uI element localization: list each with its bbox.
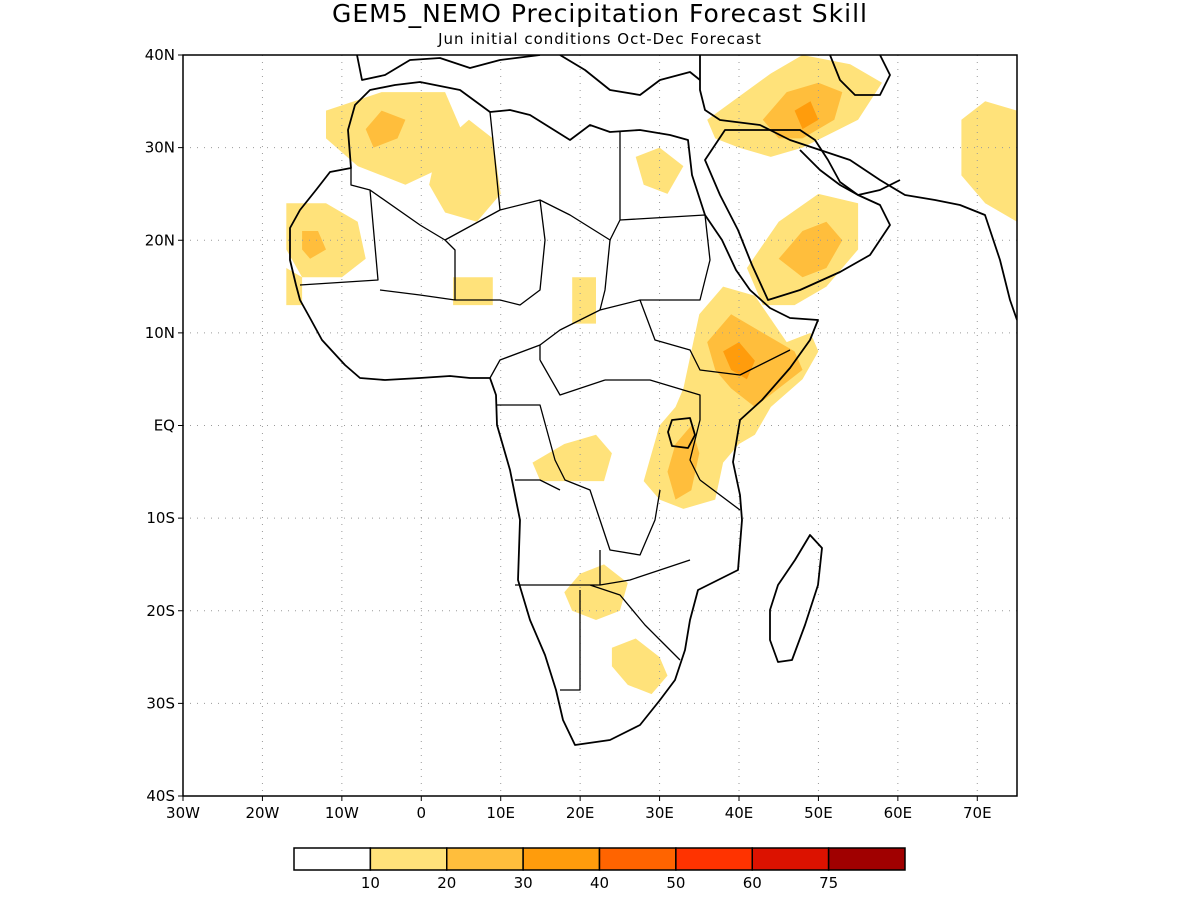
skill-region-level-1 bbox=[961, 101, 1017, 222]
skill-region-level-1 bbox=[453, 277, 493, 306]
caspian-coastline bbox=[829, 55, 891, 96]
skill-region-level-1 bbox=[572, 277, 596, 324]
latitude-tick-label: 20S bbox=[146, 602, 175, 620]
persian-gulf-coastline bbox=[799, 149, 901, 196]
longitude-tick-label: 70E bbox=[963, 804, 992, 822]
longitude-tick-label: 50E bbox=[804, 804, 833, 822]
skill-region-level-1 bbox=[429, 119, 501, 222]
map-background bbox=[183, 55, 1017, 796]
latitude-tick-label: 40N bbox=[145, 46, 175, 64]
longitude-tick-label: 0 bbox=[417, 804, 427, 822]
lake-victoria bbox=[667, 417, 696, 449]
colorbar-label: 20 bbox=[437, 874, 456, 892]
map-plot-area: 40N 30N 20N 10N EQ 10S 20S 30S 40S 30W 20W 10W 0 10E… bbox=[145, 46, 1018, 822]
skill-region-level-3 bbox=[723, 342, 755, 380]
longitude-tick-label: 20E bbox=[566, 804, 595, 822]
colorbar-swatch bbox=[293, 847, 372, 871]
colorbar-label: 50 bbox=[666, 874, 685, 892]
skill-region-level-1 bbox=[286, 203, 366, 278]
longitude-tick-label: 30W bbox=[166, 804, 200, 822]
skill-region-level-2 bbox=[302, 231, 326, 259]
longitude-tick-label: 10W bbox=[325, 804, 359, 822]
latitude-tick-labels: 40N 30N 20N 10N EQ 10S 20S 30S 40S bbox=[145, 46, 183, 805]
country-borders bbox=[299, 111, 791, 691]
colorbar-swatch bbox=[751, 847, 830, 871]
coastlines-and-borders bbox=[289, 55, 1017, 746]
colorbar-label: 40 bbox=[590, 874, 609, 892]
skill-region-level-3 bbox=[794, 101, 819, 130]
colorbar-label: 10 bbox=[361, 874, 380, 892]
skill-region-level-2 bbox=[365, 110, 406, 148]
asia-coastline bbox=[699, 55, 1017, 321]
colorbar-swatch bbox=[675, 847, 753, 871]
skill-region-level-1 bbox=[611, 638, 668, 695]
latitude-tick-label: 10S bbox=[146, 509, 175, 527]
colorbar-label: 75 bbox=[819, 874, 838, 892]
colorbar-swatch bbox=[827, 847, 906, 871]
latitude-tick-label: 30S bbox=[146, 694, 175, 712]
colorbar-swatch bbox=[446, 847, 524, 871]
skill-region-level-1 bbox=[532, 434, 612, 482]
longitude-tick-label: 40E bbox=[725, 804, 754, 822]
longitude-tick-label: 60E bbox=[884, 804, 913, 822]
longitude-tick-label: 30E bbox=[645, 804, 674, 822]
africa-coastline bbox=[289, 81, 819, 746]
latitude-tick-label: 20N bbox=[145, 231, 175, 249]
longitude-tick-label: 10E bbox=[486, 804, 515, 822]
latitude-tick-label: EQ bbox=[154, 417, 175, 435]
skill-region-level-2 bbox=[778, 221, 843, 278]
skill-region-level-1 bbox=[635, 147, 684, 194]
longitude-tick-labels: 30W 20W 10W 0 10E 20E 30E 40E 50E 60E 70E bbox=[166, 796, 992, 822]
colorbar-swatch bbox=[369, 847, 448, 871]
colorbar-swatch bbox=[522, 847, 601, 871]
colorbar-label: 60 bbox=[743, 874, 762, 892]
latitude-tick-label: 10N bbox=[145, 324, 175, 342]
madagascar-coastline bbox=[769, 534, 823, 663]
longitude-tick-label: 20W bbox=[245, 804, 279, 822]
arabia-coastline bbox=[704, 129, 891, 301]
latitude-tick-label: 30N bbox=[145, 139, 175, 157]
skill-region-level-2 bbox=[667, 425, 700, 500]
map-subtitle: Jun initial conditions Oct-Dec Forecast bbox=[437, 30, 762, 48]
europe-coastline bbox=[356, 55, 701, 96]
colorbar-label: 30 bbox=[514, 874, 533, 892]
latitude-tick-label: 40S bbox=[146, 787, 175, 805]
colorbar-legend: 10 20 30 40 50 60 75 bbox=[293, 847, 906, 892]
colorbar-swatch bbox=[598, 847, 677, 871]
map-title: GEM5_NEMO Precipitation Forecast Skill bbox=[332, 0, 868, 28]
